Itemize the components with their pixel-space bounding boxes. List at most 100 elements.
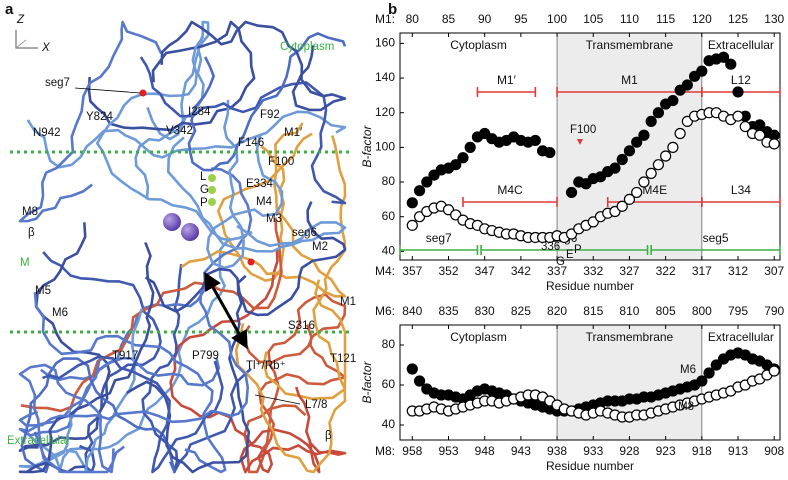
x2-tick-label: 943 <box>511 444 531 458</box>
y-tick-label: 160 <box>375 36 395 50</box>
data-point <box>681 79 693 91</box>
data-point <box>544 146 556 159</box>
x2-tick-label: 307 <box>764 264 784 278</box>
range-label: L12 <box>731 73 751 87</box>
y-axis-title: B-factor <box>360 360 374 403</box>
region-label: Cytoplasm <box>450 330 507 344</box>
y-tick-label: 60 <box>382 377 396 391</box>
x-axis-title: Residue number <box>546 279 634 293</box>
backbone <box>42 251 162 474</box>
x-tick-label: 790 <box>764 304 784 318</box>
data-point <box>696 65 708 77</box>
data-point <box>450 159 462 171</box>
backbone <box>239 386 347 474</box>
x2-tick-label: 938 <box>547 444 567 458</box>
label: M1 <box>340 296 356 308</box>
data-point <box>623 145 636 157</box>
data-point <box>464 141 476 153</box>
x-tick-label: 85 <box>442 12 456 26</box>
label: M6 <box>52 307 68 319</box>
label: seg7 <box>45 77 70 89</box>
y-tick-label: 140 <box>375 70 395 84</box>
residue-ball <box>208 198 216 206</box>
range-label: M1′ <box>497 73 517 87</box>
region-label: M <box>20 257 30 269</box>
y-tick-label: 80 <box>382 337 396 351</box>
y-tick-label: 40 <box>382 417 396 431</box>
range-label: seg7 <box>426 231 452 245</box>
panel-a-overlay: a b Z X Cytoplasm seg7 Y824 I284 V342 F9… <box>5 1 696 447</box>
ion-sphere <box>181 223 199 241</box>
x-tick-label: 835 <box>438 304 458 318</box>
x-tick-label: 110 <box>620 12 639 26</box>
data-point <box>768 138 780 150</box>
x2-tick-label: 958 <box>402 444 422 458</box>
y-tick-label: 100 <box>375 140 395 154</box>
label: β <box>325 430 332 442</box>
x-axis-name: M6: <box>375 304 395 318</box>
annotation: 336 <box>541 241 560 253</box>
label: M4 <box>256 196 273 208</box>
backbone <box>18 20 163 223</box>
backbone <box>180 122 347 298</box>
range-label: M4E <box>642 183 667 197</box>
backbone <box>87 20 256 132</box>
label: β <box>28 227 35 239</box>
data-point <box>703 367 715 379</box>
range-label: L34 <box>731 183 751 197</box>
x2-tick-label: 948 <box>475 444 495 458</box>
leader <box>74 87 141 94</box>
x-tick-label: 80 <box>406 12 420 26</box>
x-tick-label: 805 <box>656 304 676 318</box>
backbone <box>206 99 284 270</box>
x-tick-label: 800 <box>692 304 712 318</box>
data-point <box>413 185 426 197</box>
y-tick-label: 120 <box>375 105 395 119</box>
x2-tick-label: 933 <box>583 444 603 458</box>
leader <box>254 394 301 405</box>
label: F100 <box>268 156 294 168</box>
range-label: M1 <box>621 73 638 87</box>
y-axis-title: B-factor <box>360 124 374 167</box>
x2-tick-label: 332 <box>583 264 603 278</box>
x-tick-label: 120 <box>692 12 712 26</box>
x2-tick-label: 913 <box>728 444 748 458</box>
label: Y824 <box>86 111 113 123</box>
data-point <box>660 150 672 162</box>
data-point <box>645 167 657 179</box>
data-point <box>565 186 578 199</box>
region-label: Transmembrane <box>586 330 674 344</box>
backbone <box>18 241 155 474</box>
x2-tick-label: 337 <box>547 264 567 278</box>
x2-tick-label: 347 <box>475 264 495 278</box>
axis-letter: Z <box>16 14 25 26</box>
data-point <box>421 176 433 188</box>
y-tick-label: 40 <box>382 244 396 258</box>
axis-letter: X <box>41 42 51 54</box>
panel-label: b <box>388 1 397 18</box>
series-label: M8 <box>678 401 694 413</box>
data-point <box>529 134 541 147</box>
x2-tick-label: 928 <box>619 444 639 458</box>
data-point <box>406 219 418 231</box>
x2-tick-label: 923 <box>656 444 676 458</box>
region-label: Extracellular <box>708 38 774 52</box>
backbone <box>262 135 347 401</box>
region-label: Extracellular <box>708 330 774 344</box>
data-point <box>652 159 665 171</box>
label: F92 <box>260 109 280 121</box>
x2-tick-label: 342 <box>511 264 531 278</box>
backbone <box>20 217 283 413</box>
x2-tick-label: 908 <box>764 444 784 458</box>
label: T917 <box>112 350 138 362</box>
label: M8 <box>22 206 38 218</box>
label: V342 <box>166 125 193 137</box>
x-tick-label: 130 <box>764 12 784 26</box>
data-point <box>732 86 744 98</box>
backbone <box>139 56 347 205</box>
data-point <box>623 193 636 205</box>
series-label: M6 <box>680 364 696 376</box>
backbone <box>234 279 347 474</box>
data-point <box>609 162 621 174</box>
backbone <box>33 291 227 474</box>
